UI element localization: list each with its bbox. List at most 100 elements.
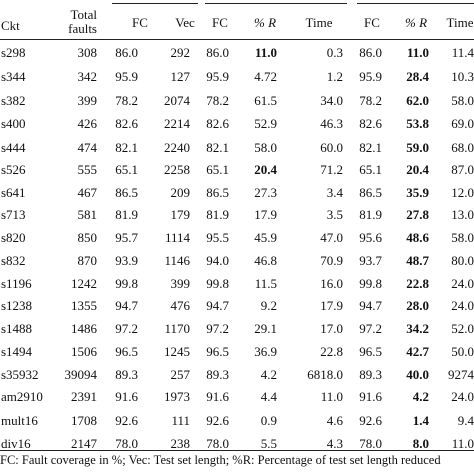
- cell-time-3: 24.0: [451, 389, 474, 404]
- cell-total-faults: 1242: [71, 276, 97, 291]
- cell-time-3: 10.3: [451, 69, 474, 84]
- cell-r-2: 9.2: [260, 298, 277, 313]
- cell-fc-3: 86.0: [359, 45, 382, 60]
- cell-fc-1: 95.9: [115, 69, 138, 84]
- cell-vec: 111: [171, 413, 190, 428]
- cell-ckt: s526: [1, 162, 26, 177]
- header-time-2: Time: [305, 15, 333, 30]
- cell-total-faults: 39094: [64, 367, 98, 382]
- cell-vec: 1146: [164, 253, 190, 268]
- cell-fc-3: 93.7: [359, 253, 382, 268]
- cell-r-3: 27.8: [406, 207, 429, 222]
- cell-vec: 1973: [164, 389, 190, 404]
- cell-time-3: 50.0: [451, 344, 474, 359]
- cell-vec: 238: [170, 436, 191, 451]
- cell-vec: 2074: [164, 93, 190, 108]
- cell-r-3: 4.2: [412, 389, 429, 404]
- header-ckt: Ckt: [1, 18, 20, 33]
- group1-top-rule: [112, 3, 198, 4]
- cell-r-2: 61.5: [254, 93, 277, 108]
- cell-total-faults: 555: [77, 162, 98, 177]
- cell-r-3: 53.8: [406, 116, 429, 131]
- cell-fc-1: 81.9: [115, 207, 138, 222]
- cell-ckt: s382: [1, 93, 26, 108]
- cell-fc-1: 86.0: [115, 45, 138, 60]
- cell-fc-2: 86.0: [206, 45, 229, 60]
- cell-time-2: 60.0: [320, 140, 343, 155]
- cell-r-2: 17.9: [254, 207, 277, 222]
- cell-r-2: 11.5: [254, 276, 277, 291]
- cell-time-2: 16.0: [320, 276, 343, 291]
- cell-total-faults: 850: [77, 230, 98, 245]
- cell-total-faults: 1355: [71, 298, 97, 313]
- cell-r-2: 4.4: [260, 389, 277, 404]
- cell-vec: 2240: [164, 140, 190, 155]
- cell-total-faults: 467: [77, 185, 98, 200]
- cell-fc-2: 82.1: [206, 140, 229, 155]
- cell-time-2: 34.0: [320, 93, 343, 108]
- cell-fc-2: 82.6: [206, 116, 229, 131]
- cell-time-2: 3.5: [326, 207, 343, 222]
- cell-vec: 1245: [164, 344, 190, 359]
- cell-time-3: 11.4: [451, 45, 474, 60]
- cell-r-3: 28.0: [406, 298, 429, 313]
- cell-total-faults: 2391: [71, 389, 97, 404]
- cell-r-3: 34.2: [406, 321, 429, 336]
- cell-r-2: 11.0: [254, 45, 277, 60]
- cell-fc-2: 95.9: [206, 69, 229, 84]
- cell-r-2: 46.8: [254, 253, 277, 268]
- cell-ckt: div16: [1, 436, 31, 451]
- cell-time-3: 80.0: [451, 253, 474, 268]
- cell-ckt: s35932: [1, 367, 39, 382]
- cell-fc-1: 97.2: [115, 321, 138, 336]
- cell-r-3: 48.6: [406, 230, 429, 245]
- cell-r-3: 35.9: [406, 185, 429, 200]
- cell-fc-2: 86.5: [206, 185, 229, 200]
- cell-time-2: 4.6: [326, 413, 343, 428]
- cell-time-2: 6818.0: [307, 367, 343, 382]
- cell-fc-3: 96.5: [359, 344, 382, 359]
- cell-r-3: 11.0: [406, 45, 429, 60]
- cell-time-3: 9274: [448, 367, 474, 382]
- cell-time-3: 12.0: [451, 185, 474, 200]
- cell-ckt: s832: [1, 253, 26, 268]
- cell-fc-3: 94.7: [359, 298, 382, 313]
- cell-time-3: 58.0: [451, 93, 474, 108]
- cell-fc-3: 89.3: [359, 367, 382, 382]
- cell-fc-3: 86.5: [359, 185, 382, 200]
- cell-vec: 476: [170, 298, 191, 313]
- cell-r-3: 8.0: [412, 436, 429, 451]
- cell-total-faults: 342: [77, 69, 98, 84]
- cell-fc-1: 93.9: [115, 253, 138, 268]
- cell-ckt: s298: [1, 45, 26, 60]
- cell-r-2: 4.2: [260, 367, 277, 382]
- cell-vec: 2214: [164, 116, 190, 131]
- cell-r-3: 48.7: [406, 253, 429, 268]
- cell-ckt: mult16: [1, 413, 38, 428]
- cell-time-2: 46.3: [320, 116, 343, 131]
- cell-vec: 179: [170, 207, 191, 222]
- cell-time-2: 11.0: [320, 389, 343, 404]
- cell-fc-3: 82.1: [359, 140, 382, 155]
- cell-fc-1: 78.0: [115, 436, 138, 451]
- cell-fc-3: 78.0: [359, 436, 382, 451]
- cell-r-3: 42.7: [406, 344, 429, 359]
- cell-time-2: 1.2: [326, 69, 343, 84]
- cell-ckt: s713: [1, 207, 26, 222]
- cell-fc-1: 95.7: [115, 230, 138, 245]
- cell-ckt: s1488: [1, 321, 33, 336]
- cell-fc-1: 78.2: [115, 93, 138, 108]
- cell-r-2: 29.1: [254, 321, 277, 336]
- header-total-faults-line2: faults: [68, 21, 97, 36]
- cell-total-faults: 308: [77, 45, 98, 60]
- cell-time-3: 24.0: [451, 298, 474, 313]
- cell-fc-3: 81.9: [359, 207, 382, 222]
- cell-fc-3: 99.8: [359, 276, 382, 291]
- cell-total-faults: 1708: [71, 413, 97, 428]
- cell-r-3: 40.0: [406, 367, 429, 382]
- group2-top-rule: [205, 3, 347, 4]
- cell-fc-1: 86.5: [115, 185, 138, 200]
- cell-fc-1: 65.1: [115, 162, 138, 177]
- cell-total-faults: 1486: [71, 321, 97, 336]
